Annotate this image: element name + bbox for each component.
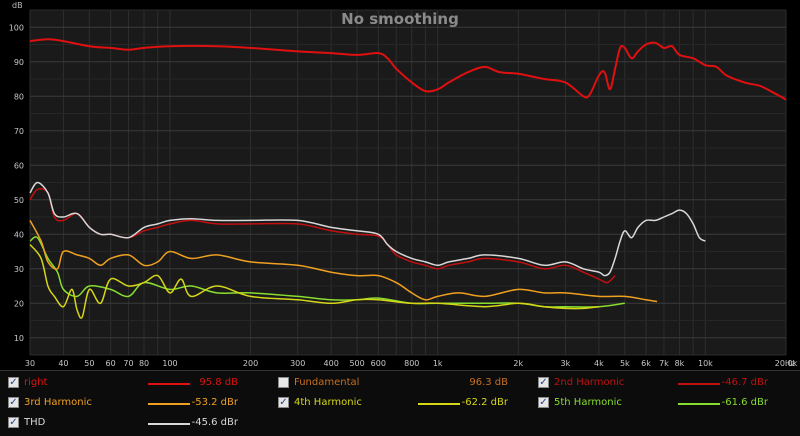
legend-value: -45.6 dBr: [191, 417, 238, 428]
legend-item-3rd-harmonic: ✓ 3rd Harmonic -53.2 dBr: [0, 394, 260, 412]
legend-checkbox-2nd-harmonic[interactable]: ✓: [538, 377, 549, 388]
x-tick-label: 20.0k: [775, 359, 798, 368]
y-axis-unit: dB: [12, 1, 23, 10]
y-tick-label: 10: [14, 334, 24, 343]
x-tick-label: 1k: [433, 359, 443, 368]
legend-item-4th-harmonic: ✓ 4th Harmonic -62.2 dBr: [270, 394, 530, 412]
legend-label: 4th Harmonic: [294, 397, 362, 408]
legend-label: right: [24, 377, 48, 388]
legend-value: 95.8 dB: [199, 377, 238, 388]
legend-checkbox-right[interactable]: ✓: [8, 377, 19, 388]
x-tick-label: 40: [58, 359, 68, 368]
legend-swatch: [418, 403, 460, 405]
legend-item-fundamental: ✓ Fundamental 96.3 dB: [270, 374, 530, 392]
series-thd-line: [29, 181, 706, 277]
x-tick-label: 2k: [513, 359, 523, 368]
x-tick-label: 80: [139, 359, 149, 368]
legend-checkbox-5th-harmonic[interactable]: ✓: [538, 397, 549, 408]
legend-item-right: ✓ right 95.8 dB: [0, 374, 260, 392]
legend-checkbox-thd[interactable]: ✓: [8, 417, 19, 428]
y-tick-label: 80: [14, 92, 24, 101]
axes: 10 20 30 40 50 60 70 80 90 100 30 40 50 60 70 80 100 200 3…: [9, 23, 798, 368]
y-tick-label: 50: [14, 196, 24, 205]
x-tick-label: 100: [162, 359, 177, 368]
series-3rd-harmonic-line: [29, 220, 658, 303]
legend: ✓ right 95.8 dB ✓ Fundamental 96.3 dB ✓ 2nd Har…: [0, 370, 800, 436]
legend-swatch: [148, 403, 190, 405]
x-tick-label: 10k: [698, 359, 713, 368]
legend-checkbox-fundamental[interactable]: ✓: [278, 377, 289, 388]
legend-checkbox-3rd-harmonic[interactable]: ✓: [8, 397, 19, 408]
y-tick-label: 40: [14, 230, 24, 239]
legend-swatch: [678, 383, 720, 385]
legend-value: -61.6 dBr: [721, 397, 768, 408]
legend-item-2nd-harmonic: ✓ 2nd Harmonic -46.7 dBr: [530, 374, 790, 392]
y-tick-label: 30: [14, 265, 24, 274]
legend-label: THD: [24, 417, 46, 428]
legend-value: -62.2 dBr: [461, 397, 508, 408]
x-tick-label: 200: [243, 359, 258, 368]
x-tick-label: 8k: [675, 359, 685, 368]
y-tick-label: 100: [9, 23, 24, 32]
legend-value: -53.2 dBr: [191, 397, 238, 408]
legend-swatch: [148, 423, 190, 425]
x-tick-label: 50: [84, 359, 94, 368]
x-tick-label: 70: [123, 359, 133, 368]
y-tick-label: 60: [14, 161, 24, 170]
y-tick-label: 90: [14, 58, 24, 67]
legend-item-5th-harmonic: ✓ 5th Harmonic -61.6 dBr: [530, 394, 790, 412]
x-tick-label: 400: [324, 359, 339, 368]
legend-value: 96.3 dB: [469, 377, 508, 388]
frequency-response-chart: 10 20 30 40 50 60 70 80 90 100 30 40 50 60 70 80 100 200 3…: [9, 1, 798, 368]
y-tick-label: 20: [14, 299, 24, 308]
x-tick-label: 6k: [641, 359, 651, 368]
legend-label: 3rd Harmonic: [24, 397, 92, 408]
series-4th-harmonic-line: [29, 244, 599, 319]
x-tick-label: 600: [371, 359, 386, 368]
x-tick-label: 30: [25, 359, 35, 368]
legend-swatch: [678, 403, 720, 405]
legend-label: 5th Harmonic: [554, 397, 622, 408]
series-layer: [29, 38, 787, 319]
chart-title: No smoothing: [341, 10, 459, 28]
legend-label: Fundamental: [294, 377, 360, 388]
x-tick-label: 3k: [561, 359, 571, 368]
x-tick-label: 300: [290, 359, 305, 368]
x-tick-label: 4k: [594, 359, 604, 368]
series-right-line: [29, 38, 787, 101]
legend-checkbox-4th-harmonic[interactable]: ✓: [278, 397, 289, 408]
y-tick-label: 70: [14, 127, 24, 136]
x-tick-label: 7k: [659, 359, 669, 368]
x-tick-label: 500: [349, 359, 364, 368]
x-tick-label: 5k: [620, 359, 630, 368]
x-tick-label: 60: [105, 359, 115, 368]
legend-label: 2nd Harmonic: [554, 377, 625, 388]
legend-value: -46.7 dBr: [721, 377, 768, 388]
x-tick-label: 800: [404, 359, 419, 368]
x-axis-unit: Hz: [785, 359, 795, 368]
legend-swatch: [148, 383, 190, 385]
legend-item-thd: ✓ THD -45.6 dBr: [0, 414, 260, 432]
